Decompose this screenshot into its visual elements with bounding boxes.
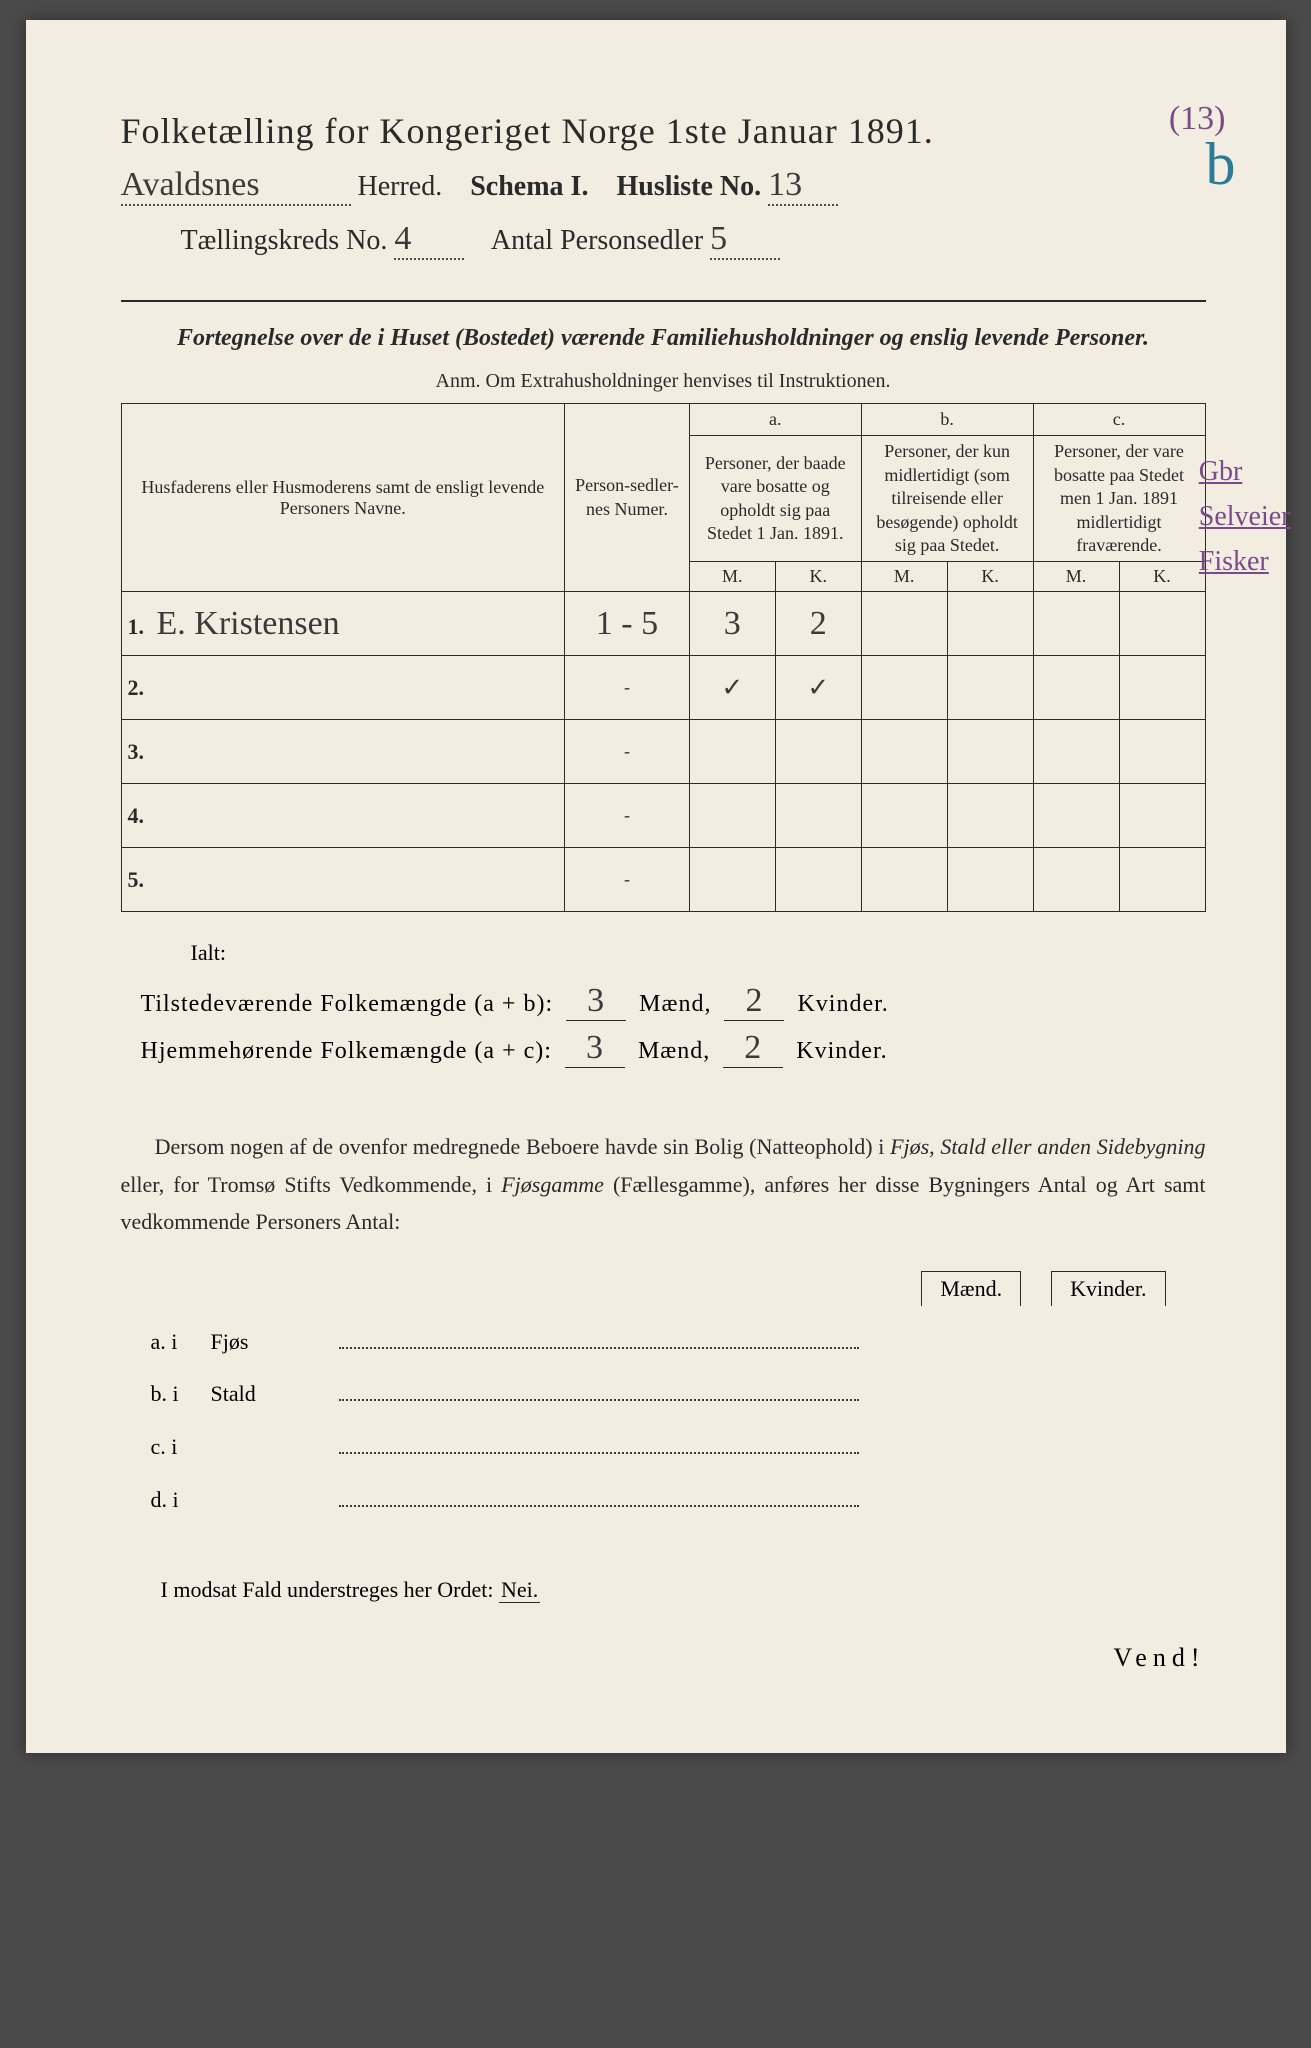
margin-gbr: Gbr [1199,450,1291,495]
item-b-text: Stald [211,1368,331,1421]
summary-ab-label: Tilstedeværende Folkemængde (a + b): [141,991,554,1017]
anm-note: Anm. Om Extrahusholdninger henvises til … [121,370,1206,393]
maend-label: Mænd, [639,991,711,1017]
th-bK: K. [947,562,1033,592]
subtitle: Fortegnelse over de i Huset (Bostedet) v… [121,320,1206,356]
item-a-text: Fjøs [211,1316,331,1369]
th-cM: M. [1033,562,1119,592]
kreds-label: Tællingskreds No. [181,225,388,256]
th-a: Personer, der baade vare bosatte og opho… [689,436,861,562]
item-a-label: a. i [151,1316,211,1369]
husliste-value: 13 [768,166,802,204]
table-row: 5. - [121,848,1205,912]
header-line-3: Tællingskreds No. 4 Antal Personsedler 5 [181,220,1206,260]
building-list: a. i Fjøs b. i Stald c. i d. i [151,1316,1206,1527]
cell-cM [1033,592,1119,656]
th-b-top: b. [861,404,1033,436]
header-line-2: Avaldsnes Herred. Schema I. Husliste No.… [121,166,1206,206]
margin-fisker: Fisker [1199,540,1291,585]
schema-label: Schema I. [470,171,588,202]
ialt-label: Ialt: [191,940,1206,966]
maend-col: Mænd. [921,1271,1021,1306]
th-num: Person-sedler-nes Numer. [565,404,690,592]
item-b-label: b. i [151,1368,211,1421]
summary-ac-label: Hjemmehørende Folkemængde (a + c): [141,1038,552,1064]
husliste-label: Husliste No. [616,171,761,202]
list-item: a. i Fjøs [151,1316,1206,1369]
nei-text: I modsat Fald understreges her Ordet: [161,1577,494,1602]
divider [121,300,1206,302]
main-title: Folketælling for Kongeriget Norge 1ste J… [121,110,1206,152]
herred-value: Avaldsnes [121,166,260,204]
cell-aM: 3 [724,605,741,643]
sedler-label: Antal Personsedler [491,225,703,256]
table-row: 4. - [121,784,1205,848]
sedler-value: 5 [710,220,727,258]
kvinder-col: Kvinder. [1051,1271,1165,1306]
vend-label: Vend! [121,1643,1206,1673]
building-paragraph: Dersom nogen af de ovenfor medregnede Be… [121,1128,1206,1240]
table-row: 3. - [121,720,1205,784]
cell-cK [1119,592,1205,656]
herred-label: Herred. [358,171,443,202]
row-num: 1. [128,614,153,639]
dotted-line [339,1399,859,1401]
big-mark-b: b [1206,130,1236,199]
household-table: Husfaderens eller Husmoderens samt de en… [121,403,1206,912]
summary-ac: Hjemmehørende Folkemængde (a + c): 3 Mæn… [141,1029,1206,1068]
ab-kvinder: 2 [745,982,763,1020]
row-name: E. Kristensen [157,605,340,643]
nei-sentence: I modsat Fald understreges her Ordet: Ne… [161,1577,1206,1603]
item-d-label: d. i [151,1474,211,1527]
kreds-value: 4 [394,220,411,258]
dotted-line [339,1505,859,1507]
cell-aK: ✓ [807,673,829,702]
th-c-top: c. [1033,404,1205,436]
th-a-top: a. [689,404,861,436]
margin-annotations: Gbr Selveier Fisker [1199,450,1291,584]
nei-word: Nei. [499,1577,540,1603]
kvinder-label: Kvinder. [796,1038,887,1064]
th-name: Husfaderens eller Husmoderens samt de en… [121,404,565,592]
row-num-val: 1 - 5 [596,605,658,643]
list-item: b. i Stald [151,1368,1206,1421]
dotted-line [339,1452,859,1454]
summary-ab: Tilstedeværende Folkemængde (a + b): 3 M… [141,982,1206,1021]
item-c-label: c. i [151,1421,211,1474]
cell-aK: 2 [810,605,827,643]
mk-header: Mænd. Kvinder. [121,1271,1206,1306]
th-b: Personer, der kun midlertidigt (som tilr… [861,436,1033,562]
ac-kvinder: 2 [744,1029,762,1067]
list-item: c. i [151,1421,1206,1474]
th-bM: M. [861,562,947,592]
th-c: Personer, der vare bosatte paa Stedet me… [1033,436,1205,562]
list-item: d. i [151,1474,1206,1527]
ac-maend: 3 [586,1029,604,1067]
row-num: 5. [128,867,153,892]
maend-label: Mænd, [638,1038,710,1064]
th-aM: M. [689,562,775,592]
row-num: 3. [128,739,153,764]
row-num: 4. [128,803,153,828]
census-form-page: (13) b Folketælling for Kongeriget Norge… [26,20,1286,1753]
table-row: 2. - ✓ ✓ [121,656,1205,720]
table-row: 1. E. Kristensen 1 - 5 3 2 [121,592,1205,656]
kvinder-label: Kvinder. [797,991,888,1017]
cell-bK [947,592,1033,656]
th-cK: K. [1119,562,1205,592]
margin-selveier: Selveier [1199,495,1291,540]
th-aK: K. [775,562,861,592]
row-num: 2. [128,675,153,700]
dotted-line [339,1347,859,1349]
cell-bM [861,592,947,656]
cell-aM: ✓ [721,673,743,702]
ab-maend: 3 [587,982,605,1020]
